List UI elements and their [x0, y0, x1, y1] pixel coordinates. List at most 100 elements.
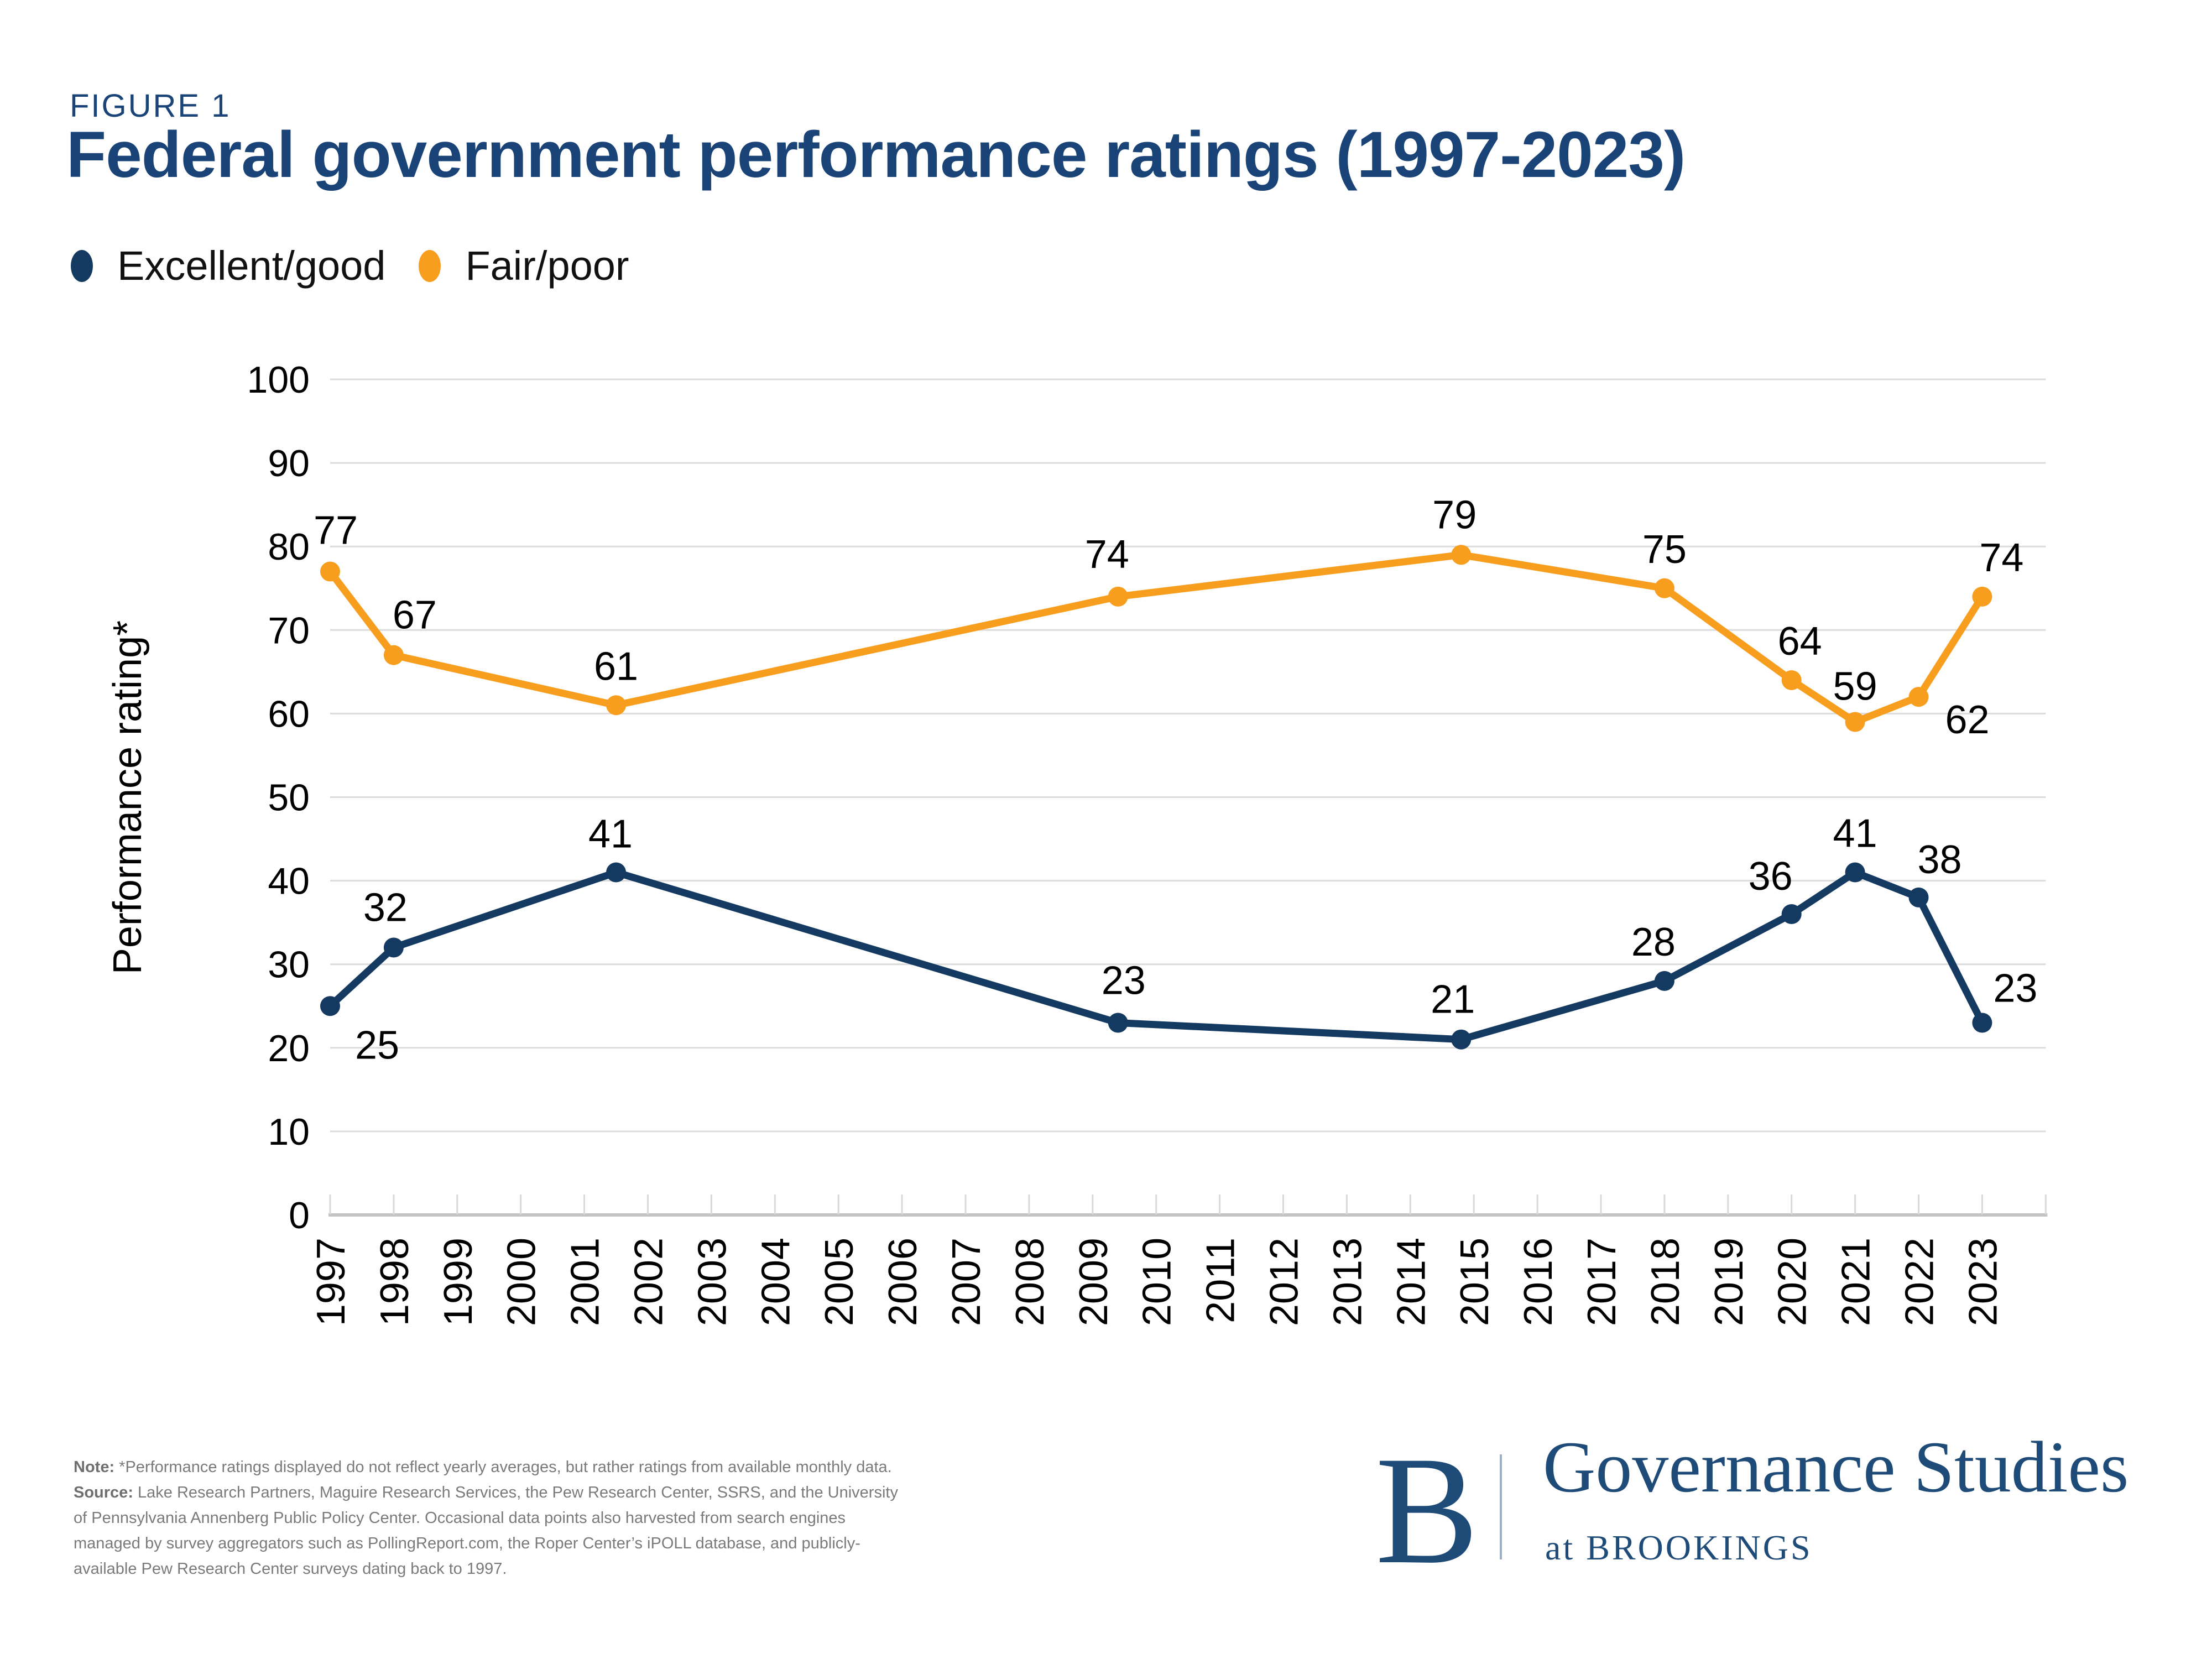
y-axis-title: Performance rating* [106, 620, 150, 974]
x-axis-tick-label: 1999 [436, 1238, 481, 1326]
data-point-label: 75 [1642, 528, 1687, 572]
y-axis-tick-label: 40 [268, 860, 310, 902]
x-axis-tick-label: 2010 [1135, 1238, 1180, 1326]
data-point-label: 28 [1631, 920, 1676, 964]
data-point [1451, 545, 1472, 565]
data-point-label: 41 [588, 812, 633, 856]
logo-governance-studies: Governance Studies [1543, 1426, 2129, 1507]
legend-label: Fair/poor [465, 243, 629, 289]
note-block: Note: *Performance ratings displayed do … [74, 1454, 914, 1582]
data-point [1781, 904, 1802, 925]
logo-divider [1500, 1454, 1502, 1559]
page-title: Federal government performance ratings (… [66, 118, 1686, 191]
data-point-label: 32 [363, 885, 408, 930]
data-point-label: 38 [1917, 838, 1961, 882]
logo-at-brookings: at BROOKINGS [1545, 1528, 1813, 1567]
source-label: Source: [74, 1484, 133, 1501]
x-axis-tick-label: 2001 [564, 1238, 608, 1326]
x-axis-tick-label: 2019 [1707, 1238, 1751, 1326]
x-axis-tick-label: 2002 [627, 1238, 671, 1326]
note-text: *Performance ratings displayed do not re… [114, 1458, 892, 1476]
data-point-label: 25 [355, 1023, 399, 1067]
data-point [320, 996, 340, 1016]
x-axis-tick-label: 2017 [1580, 1238, 1624, 1326]
data-point-label: 62 [1945, 698, 1989, 742]
chart-legend: Excellent/good Fair/poor [71, 242, 629, 289]
y-axis-tick-label: 10 [268, 1111, 310, 1153]
y-axis-tick-label: 50 [268, 777, 310, 819]
x-axis-tick-label: 2006 [881, 1238, 925, 1326]
y-axis-tick-label: 60 [268, 693, 310, 735]
data-point [383, 645, 404, 665]
data-point-label: 59 [1833, 665, 1877, 709]
x-axis-tick-label: 2005 [817, 1238, 862, 1326]
x-axis-tick-label: 2012 [1262, 1238, 1307, 1326]
data-point-label: 64 [1778, 619, 1822, 664]
data-point-label: 74 [1085, 533, 1129, 577]
data-point [383, 937, 404, 958]
data-point-label: 77 [314, 509, 358, 553]
source-text: Lake Research Partners, Maguire Research… [74, 1484, 898, 1578]
y-axis-tick-label: 30 [268, 944, 310, 986]
data-point-label: 23 [1993, 966, 2037, 1010]
x-axis-tick-label: 2013 [1326, 1238, 1370, 1326]
legend-item-fair-poor: Fair/poor [419, 242, 629, 289]
x-axis-tick-label: 2020 [1771, 1238, 1815, 1326]
brookings-logo: B Governance Studies at BROOKINGS [1375, 1416, 2205, 1593]
data-point-label: 67 [393, 593, 437, 638]
data-point [1654, 578, 1674, 598]
x-axis-tick-label: 2011 [1199, 1238, 1243, 1323]
data-point [1908, 887, 1929, 907]
figure-label: FIGURE 1 [70, 88, 231, 124]
data-point [1108, 1013, 1128, 1033]
data-point [1908, 687, 1929, 707]
x-axis-tick-label: 2003 [690, 1238, 734, 1326]
data-point-label: 74 [1979, 536, 2023, 580]
x-axis-tick-label: 2018 [1644, 1238, 1688, 1326]
data-point-label: 36 [1749, 854, 1793, 899]
y-axis-tick-label: 90 [268, 442, 310, 484]
x-axis-tick-label: 2000 [500, 1238, 544, 1326]
legend-label: Excellent/good [117, 243, 386, 289]
x-axis-tick-label: 2016 [1516, 1238, 1561, 1326]
fair-poor-dot-icon [419, 249, 441, 282]
y-axis-tick-label: 0 [289, 1194, 310, 1237]
series-line-fair-poor [326, 551, 1986, 726]
data-point [1654, 971, 1674, 991]
data-point [320, 561, 340, 582]
y-axis-tick-label: 20 [268, 1027, 310, 1070]
x-axis-tick-label: 2008 [1008, 1238, 1052, 1326]
legend-item-excellent-good: Excellent/good [71, 242, 385, 289]
data-point-label: 61 [594, 644, 638, 688]
data-point [606, 862, 627, 883]
x-axis-tick-label: 2023 [1961, 1238, 2005, 1326]
x-axis-tick-label: 2004 [754, 1238, 798, 1326]
x-axis-tick-label: 2022 [1898, 1238, 1942, 1326]
excellent-good-dot-icon [71, 249, 93, 282]
data-point [1972, 586, 1992, 607]
data-point [606, 695, 627, 716]
data-point-label: 21 [1431, 978, 1475, 1022]
data-point [1972, 1013, 1992, 1033]
data-point-label: 79 [1432, 493, 1477, 537]
data-point [1451, 1029, 1472, 1050]
brookings-b-monogram: B [1375, 1424, 1479, 1596]
x-axis-tick-label: 2021 [1834, 1238, 1879, 1326]
data-point-label: 23 [1102, 958, 1146, 1003]
y-axis-tick-label: 70 [268, 609, 310, 651]
data-point-label: 41 [1833, 811, 1877, 855]
x-axis-tick-label: 2007 [945, 1238, 989, 1326]
x-axis-tick-label: 2015 [1453, 1238, 1497, 1326]
x-axis-tick-label: 2014 [1389, 1238, 1433, 1326]
data-point [1845, 862, 1865, 883]
series-line-excellent-good [326, 868, 1986, 1044]
y-axis-tick-label: 100 [247, 359, 310, 401]
data-point [1108, 586, 1128, 607]
data-point [1845, 712, 1865, 732]
x-axis-tick-label: 1998 [373, 1238, 417, 1326]
note-label: Note: [74, 1458, 115, 1476]
x-axis-tick-label: 2009 [1072, 1238, 1116, 1326]
x-axis-tick-label: 1997 [309, 1238, 353, 1326]
data-point [1781, 670, 1802, 690]
